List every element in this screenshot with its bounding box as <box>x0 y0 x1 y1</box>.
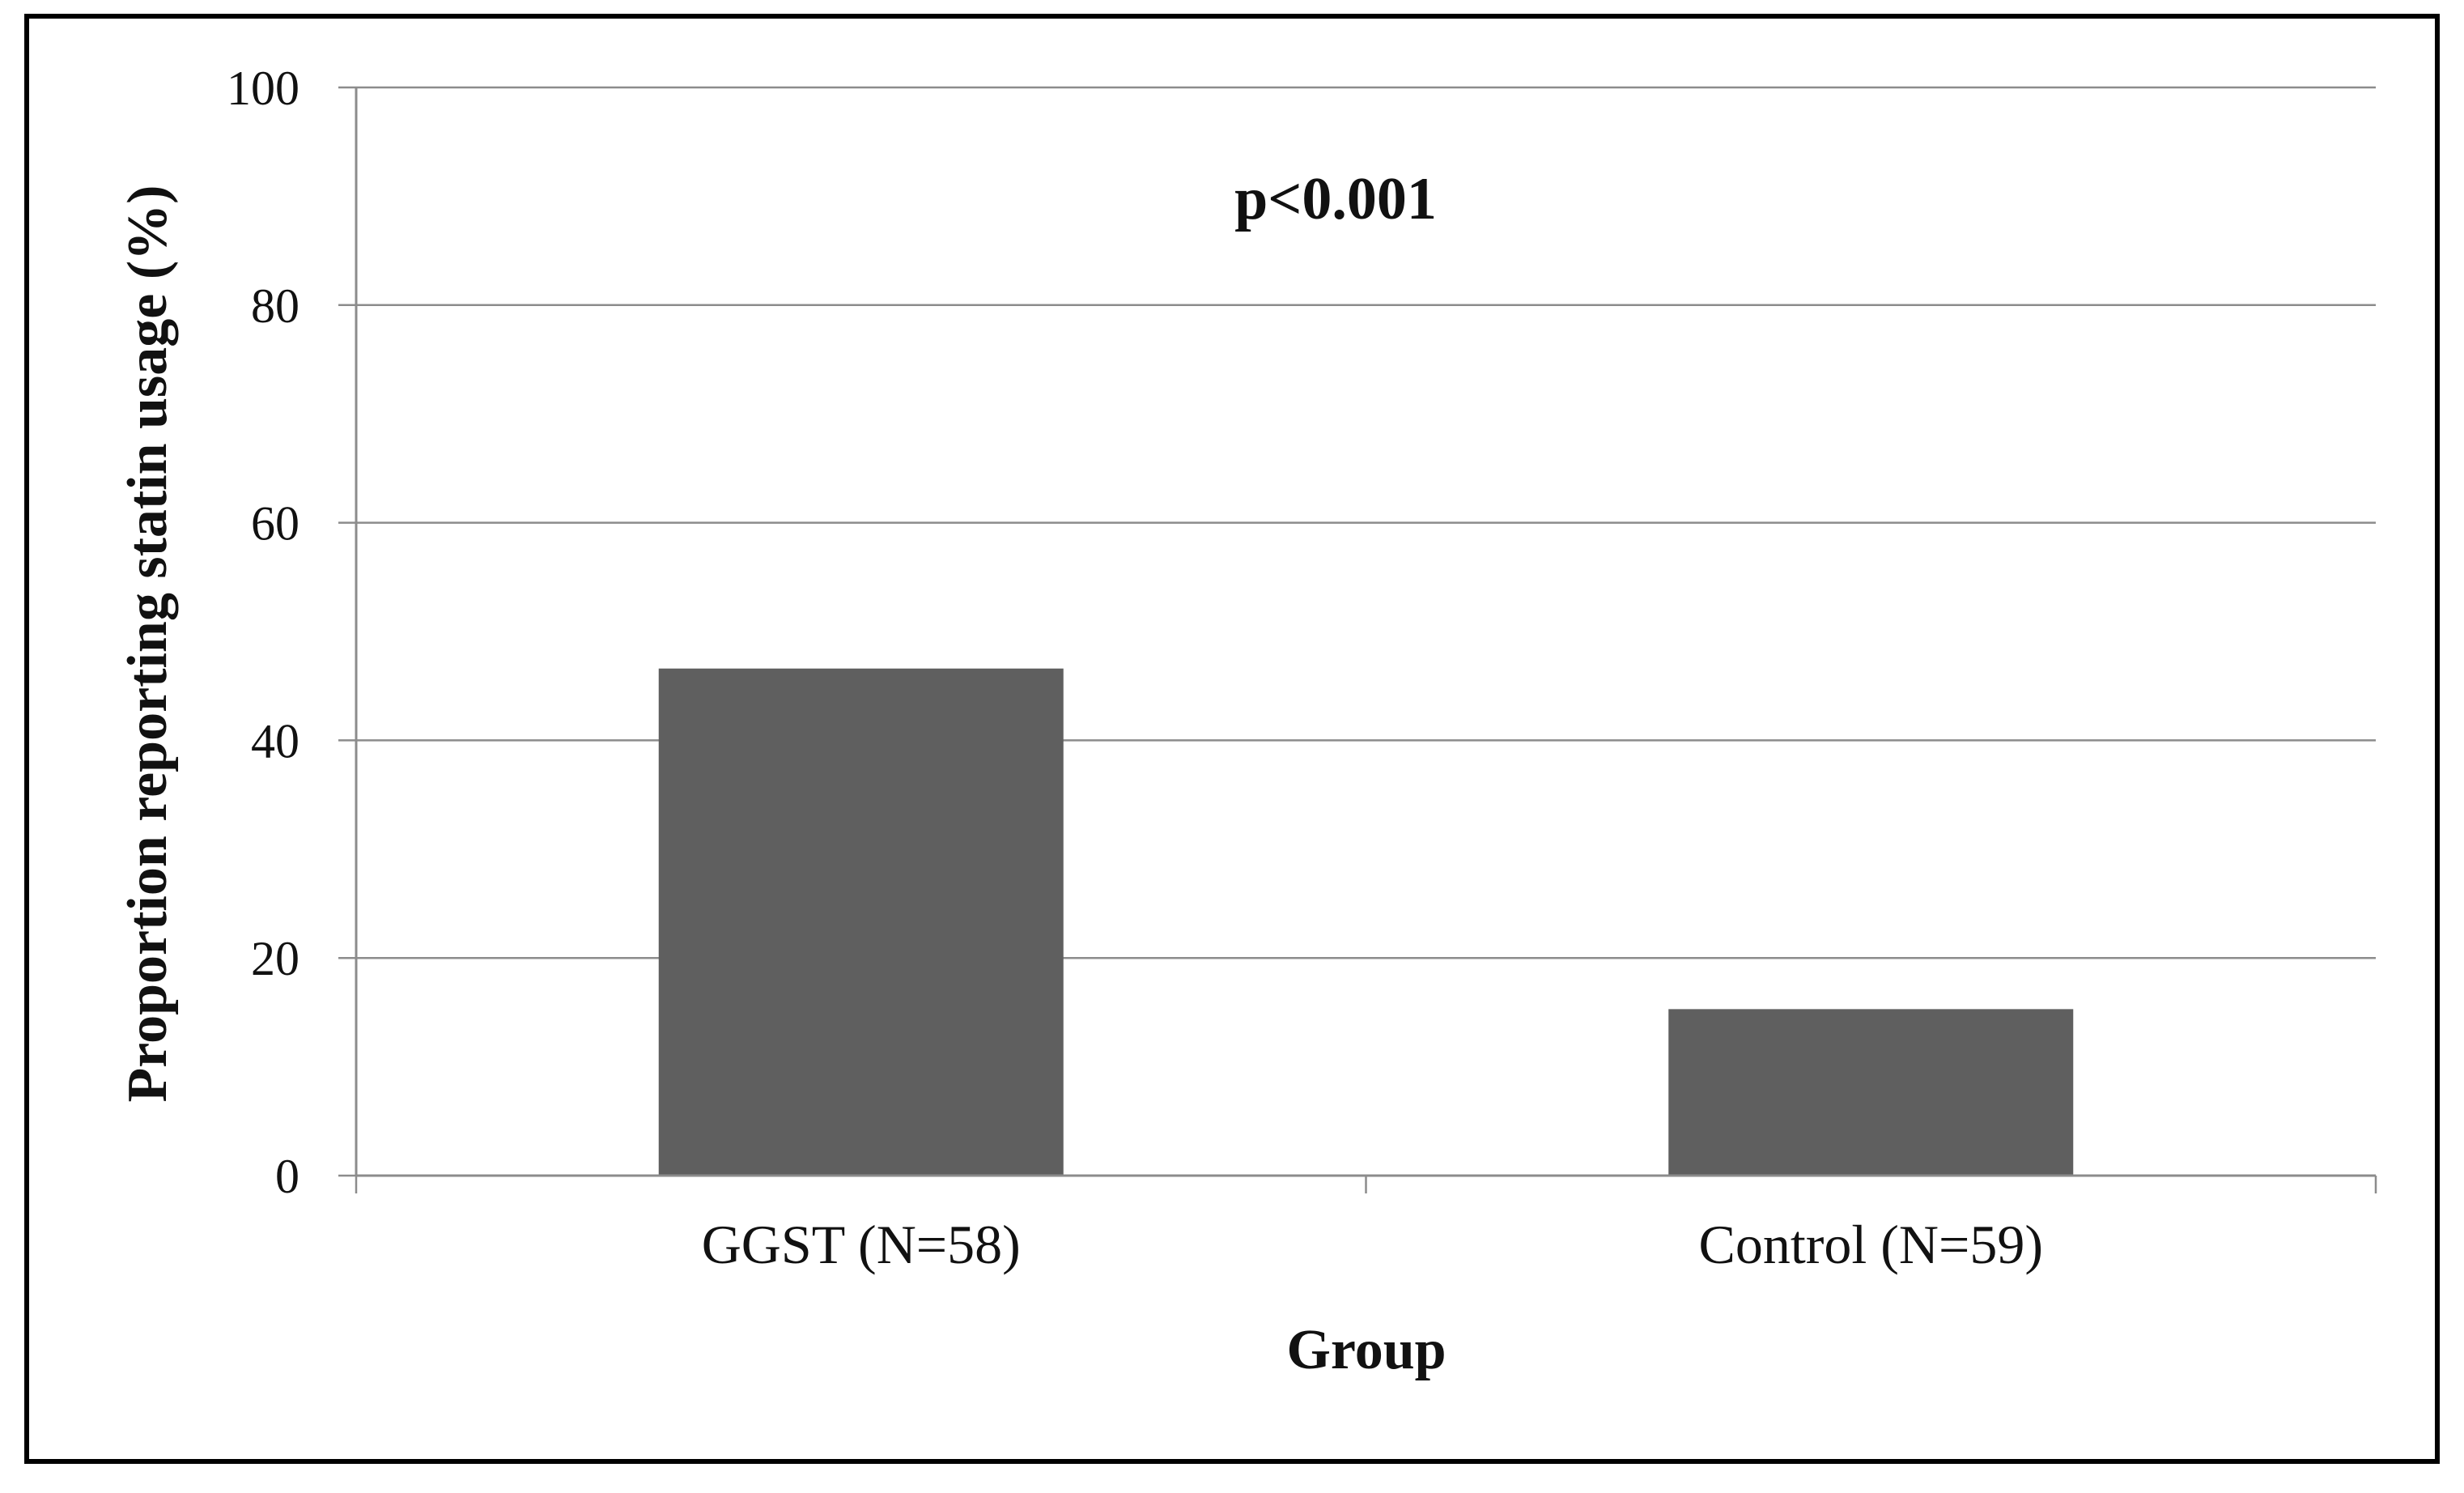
axes <box>338 86 2377 1193</box>
x-category-label-2: Control (N=59) <box>1698 1214 2043 1275</box>
labels: 0 20 40 60 80 100 GGST (N=58) Control (N=59) <box>227 62 2043 1275</box>
y-tick-label-100: 100 <box>227 62 300 115</box>
y-tick-label-60: 60 <box>251 497 300 551</box>
y-axis-title: Proportion reporting statin usage (%) <box>117 185 179 1103</box>
y-tick-label-80: 80 <box>251 279 300 333</box>
outer-frame <box>24 14 2440 1464</box>
bar-2 <box>1668 1009 2074 1176</box>
y-tick-label-20: 20 <box>251 932 300 985</box>
bar-1 <box>658 668 1064 1176</box>
bars <box>658 668 2074 1176</box>
y-tick-label-0: 0 <box>275 1150 300 1203</box>
x-category-label-1: GGST (N=58) <box>702 1214 1021 1275</box>
x-axis-title: Group <box>1286 1319 1446 1381</box>
y-tick-label-40: 40 <box>251 714 300 768</box>
p-value-annotation: p<0.001 <box>1234 166 1437 232</box>
